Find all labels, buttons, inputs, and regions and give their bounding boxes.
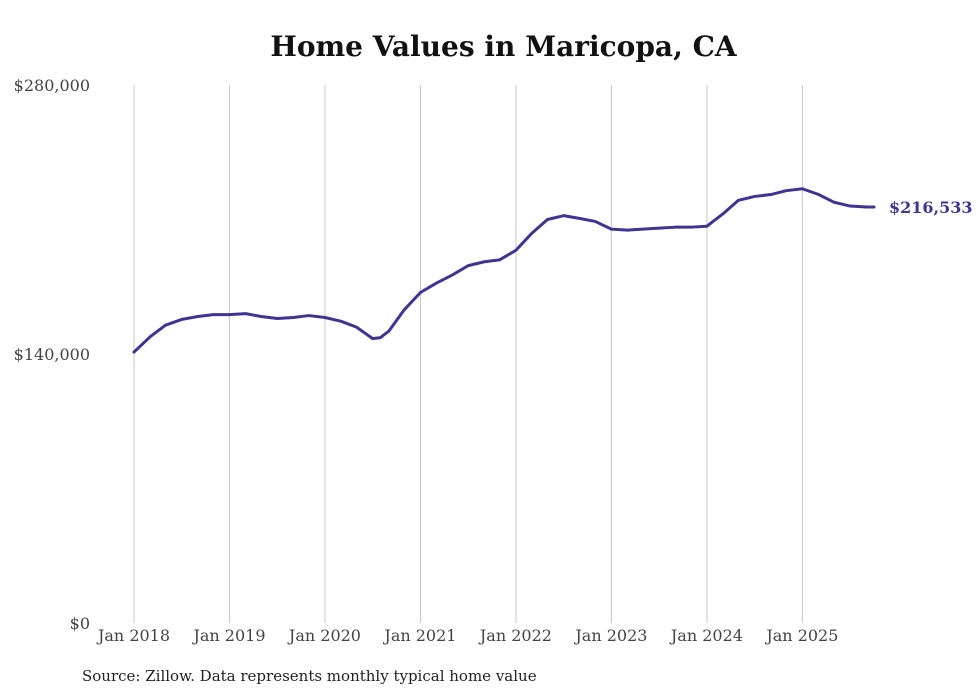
series-group: $216,533 xyxy=(132,187,973,354)
y-tick-label: $280,000 xyxy=(14,76,90,95)
gridlines xyxy=(133,85,803,623)
x-tick-label: Jan 2025 xyxy=(764,626,838,645)
x-tick-label: Jan 2021 xyxy=(382,626,456,645)
line-chart: $0$140,000$280,000 Jan 2018 Jan 2019 Jan 2… xyxy=(14,76,973,645)
x-tick-label: Jan 2023 xyxy=(573,626,647,645)
x-axis-ticks: Jan 2018 Jan 2019 Jan 2020 Jan 2021 Jan 2022… xyxy=(96,626,838,645)
chart-title: Home Values in Maricopa, CA xyxy=(270,30,737,63)
x-tick-label: Jan 2019 xyxy=(191,626,265,645)
y-axis-ticks: $0 $140,000 $280,000 xyxy=(14,76,90,633)
source-note: Source: Zillow. Data represents monthly … xyxy=(82,667,537,685)
y-tick-label: $140,000 xyxy=(14,345,90,364)
y-tick-label: $0 xyxy=(70,614,90,633)
x-tick-label: Jan 2018 xyxy=(96,626,170,645)
x-tick-label: Jan 2022 xyxy=(478,626,552,645)
end-value-label: $216,533 xyxy=(889,198,973,217)
series-line xyxy=(132,187,876,354)
x-tick-label: Jan 2024 xyxy=(669,626,743,645)
x-tick-label: Jan 2020 xyxy=(287,626,361,645)
